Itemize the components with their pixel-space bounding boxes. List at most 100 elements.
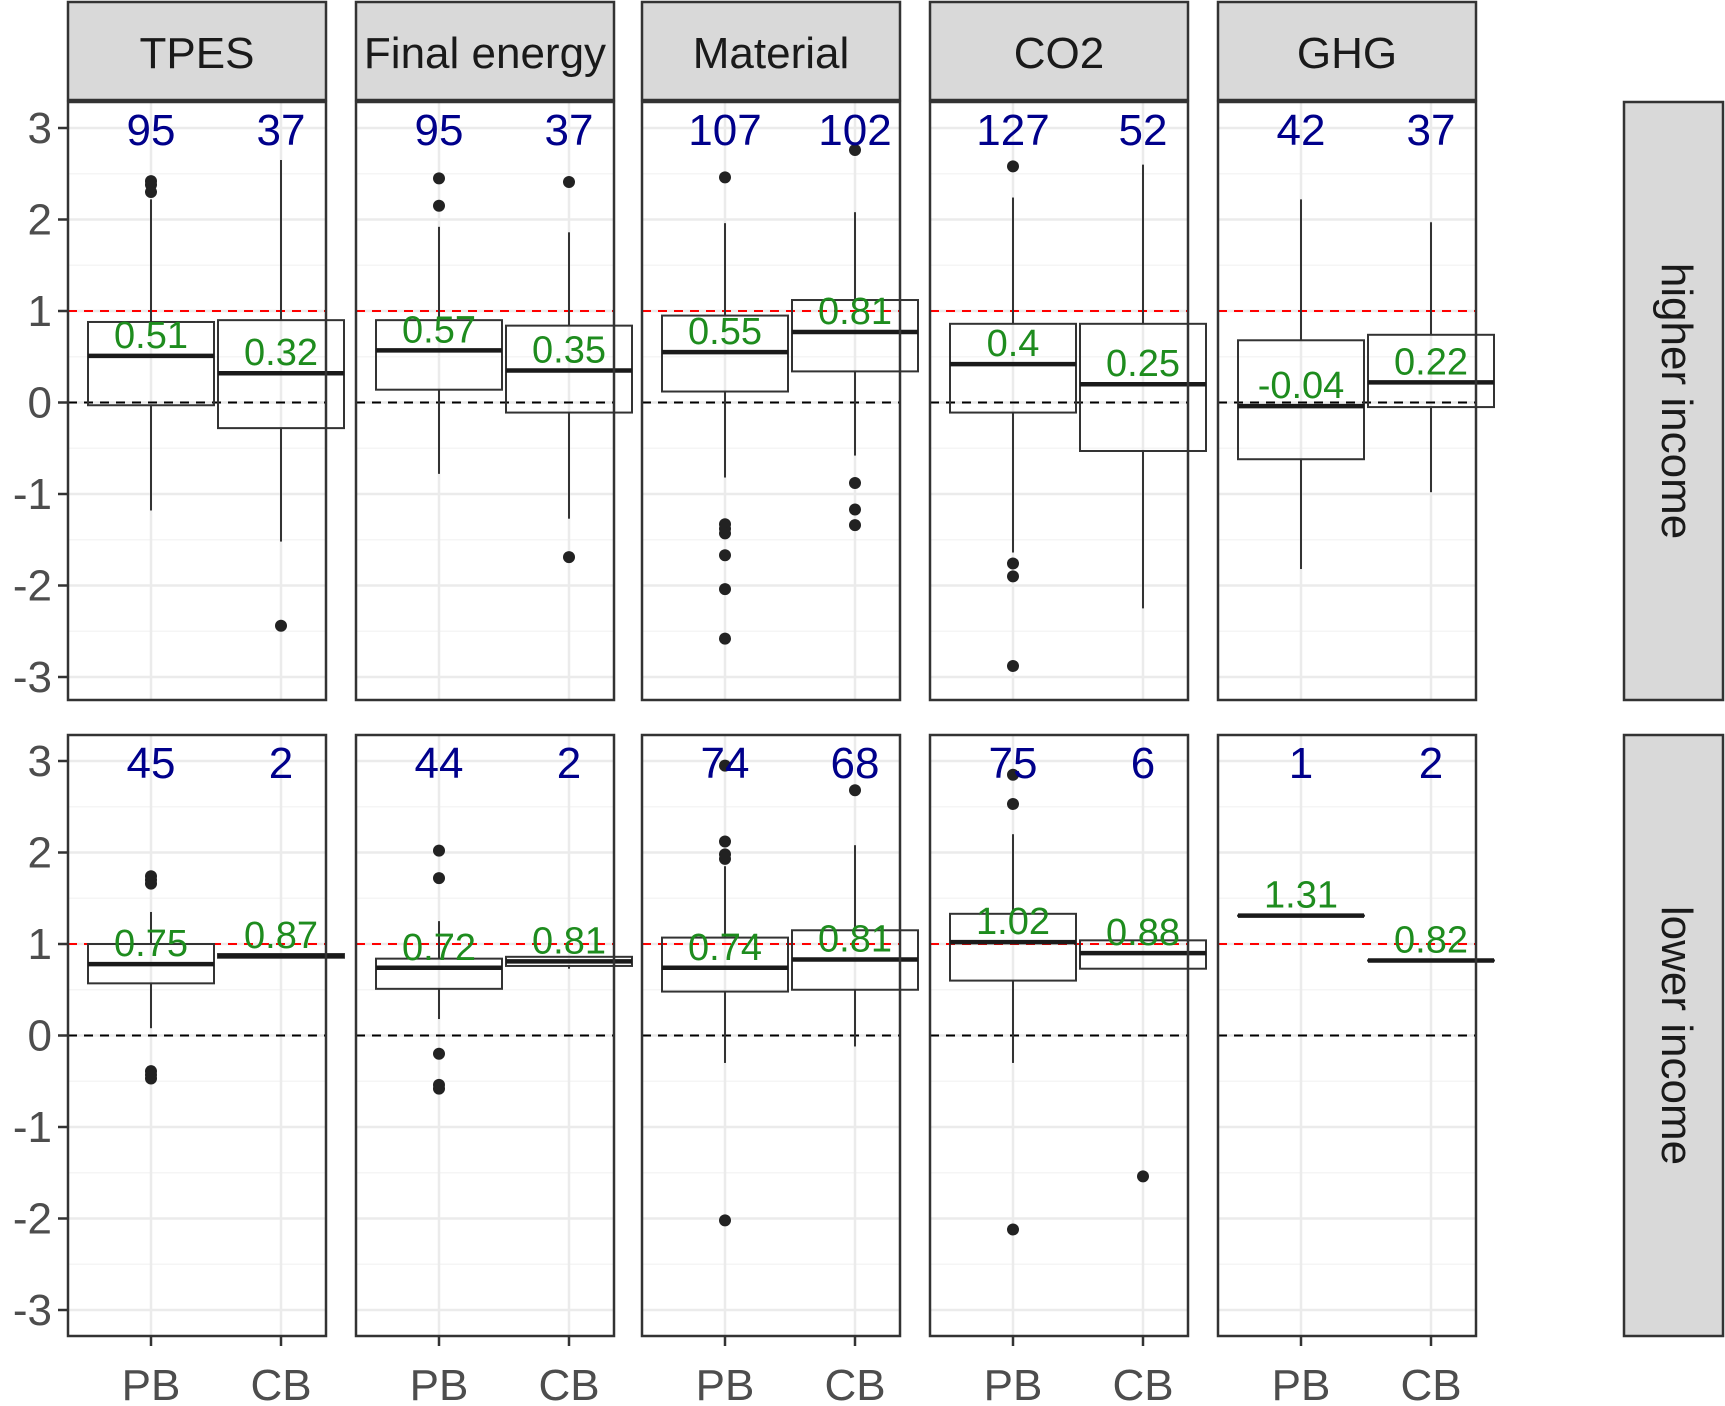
panel-frame: [640, 100, 902, 702]
panel-frame: [66, 100, 328, 702]
outlier-point: [433, 872, 445, 885]
count-label: 42: [1277, 106, 1326, 155]
count-label: 45: [127, 739, 176, 788]
boxplot-cb: [1367, 222, 1495, 493]
facet-strip-4: [1216, 0, 1478, 102]
boxplot-cb: [1079, 939, 1207, 1183]
facet-row-label: higher income: [1652, 263, 1701, 539]
box-iqr: [375, 957, 503, 990]
boxplot-pb: [661, 759, 789, 1227]
count-label: 52: [1119, 106, 1168, 155]
outlier-point: [719, 1214, 731, 1227]
x-tick-label: PB: [410, 1361, 469, 1406]
outlier-point: [1007, 160, 1019, 173]
outlier-point: [849, 784, 861, 797]
panel-frame: [354, 100, 616, 702]
facet-column-label: Material: [693, 29, 850, 78]
y-tick-label: -2: [13, 562, 52, 611]
facet-column-label: CO2: [1014, 29, 1104, 78]
boxplot-cb: [505, 955, 633, 969]
facet-strip-2: [640, 0, 902, 102]
median-value-label: 0.25: [1106, 343, 1180, 385]
y-tick-label: 3: [28, 737, 52, 786]
outlier-point: [849, 477, 861, 490]
median-value-label: 0.87: [244, 915, 318, 957]
median-value-label: 0.75: [114, 923, 188, 965]
y-tick-label: -2: [13, 1195, 52, 1244]
boxplot-cb: [217, 953, 345, 959]
boxplot-pb: [949, 768, 1077, 1236]
boxplot-pb: [375, 844, 503, 1095]
outlier-point: [433, 199, 445, 212]
count-label: 107: [688, 106, 761, 155]
facet-column-label: GHG: [1297, 29, 1397, 78]
outlier-point: [433, 844, 445, 857]
panel-grid: [930, 102, 1188, 700]
x-tick-label: CB: [824, 1361, 885, 1406]
median-value-label: 0.88: [1106, 912, 1180, 954]
count-label: 37: [545, 106, 594, 155]
outlier-point: [849, 143, 861, 156]
y-tick-label: 1: [28, 287, 52, 336]
x-tick-label: CB: [250, 1361, 311, 1406]
outlier-point: [275, 619, 287, 632]
count-label: 102: [818, 106, 891, 155]
y-tick-label: 0: [28, 379, 52, 428]
outlier-point: [719, 583, 731, 596]
box-iqr: [1237, 339, 1365, 461]
median-value-label: 0.22: [1394, 341, 1468, 383]
y-tick-label: 3: [28, 104, 52, 153]
panel-frame: [1216, 733, 1478, 1338]
outlier-point: [719, 632, 731, 645]
y-tick-label: -1: [13, 1103, 52, 1152]
panel-grid: [1218, 102, 1476, 700]
median-value-label: 0.74: [688, 927, 762, 969]
median-value-label: 0.32: [244, 332, 318, 374]
count-label: 127: [976, 106, 1049, 155]
panel-grid: [356, 102, 614, 700]
panel-frame: [354, 733, 616, 1338]
boxplot-pb: [375, 172, 503, 474]
box-iqr: [949, 322, 1077, 414]
count-label: 74: [701, 739, 750, 788]
panel-frame: [1216, 100, 1478, 702]
box-iqr: [1367, 333, 1495, 409]
boxplot-pb: [1237, 199, 1365, 570]
count-label: 44: [415, 739, 464, 788]
outlier-point: [433, 172, 445, 185]
count-label: 37: [1407, 106, 1456, 155]
x-tick-label: CB: [538, 1361, 599, 1406]
boxplot-cb: [217, 160, 345, 632]
x-tick-label: PB: [696, 1361, 755, 1406]
median-value-label: 0.81: [532, 920, 606, 962]
boxplot-cb: [791, 143, 919, 532]
outlier-point: [1007, 660, 1019, 673]
facet-column-label: Final energy: [364, 29, 606, 78]
panel-frame: [928, 100, 1190, 702]
panel-frame: [928, 733, 1190, 1338]
count-label: 2: [269, 739, 293, 788]
outlier-point: [433, 1082, 445, 1095]
count-label: 68: [831, 739, 880, 788]
boxplot-pb: [661, 171, 789, 645]
outlier-point: [1007, 557, 1019, 570]
median-value-label: 0.81: [818, 919, 892, 961]
median-value-label: 1.02: [976, 901, 1050, 943]
y-tick-label: 0: [28, 1012, 52, 1061]
y-tick-label: 2: [28, 196, 52, 245]
median-value-label: 0.81: [818, 291, 892, 333]
count-label: 2: [557, 739, 581, 788]
outlier-point: [563, 175, 575, 188]
facet-column-label: TPES: [140, 29, 255, 78]
panel-frame: [640, 733, 902, 1338]
outlier-point: [1007, 798, 1019, 811]
box-iqr: [661, 936, 789, 993]
y-tick-label: 2: [28, 829, 52, 878]
boxplot-pb: [949, 160, 1077, 673]
outlier-point: [849, 503, 861, 516]
facet-row-label: lower income: [1652, 906, 1701, 1165]
x-tick-label: CB: [1112, 1361, 1173, 1406]
box-iqr: [375, 319, 503, 391]
median-value-label: 0.72: [402, 927, 476, 969]
